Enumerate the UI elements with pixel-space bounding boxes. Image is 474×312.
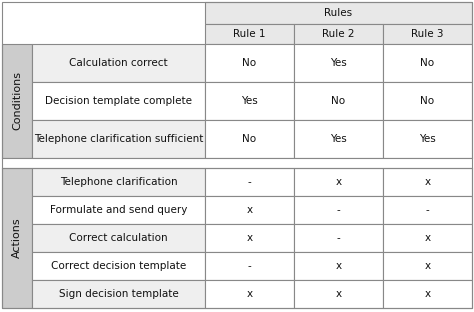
Bar [2,2,205,24]
Text: Sign decision template: Sign decision template [59,289,178,299]
Text: Correct decision template: Correct decision template [51,261,186,271]
Text: x: x [246,233,253,243]
Bar [32,82,205,120]
Text: Yes: Yes [241,96,258,106]
Bar [294,24,383,44]
Text: x: x [246,205,253,215]
Bar [205,120,294,158]
Text: Rule 1: Rule 1 [233,29,266,39]
Bar [383,196,472,224]
Text: x: x [336,177,342,187]
Bar [294,82,383,120]
Bar [2,24,205,44]
Bar [205,224,294,252]
Text: Formulate and send query: Formulate and send query [50,205,187,215]
Text: -: - [247,261,251,271]
Bar [383,82,472,120]
Text: Telephone clarification: Telephone clarification [60,177,177,187]
Bar [205,280,294,308]
Bar [205,44,294,82]
Bar [383,224,472,252]
Text: Correct calculation: Correct calculation [69,233,168,243]
Text: No: No [420,58,435,68]
Text: x: x [246,289,253,299]
Text: x: x [424,233,430,243]
Bar [294,44,383,82]
Text: Conditions: Conditions [12,71,22,130]
Bar [32,44,205,82]
Bar [383,120,472,158]
Text: x: x [424,289,430,299]
Bar [32,120,205,158]
Text: -: - [337,205,340,215]
Text: No: No [420,96,435,106]
Bar [294,196,383,224]
Bar [205,196,294,224]
Bar [294,168,383,196]
Bar [205,168,294,196]
Text: Yes: Yes [330,58,347,68]
Bar [383,280,472,308]
Text: Calculation correct: Calculation correct [69,58,168,68]
Bar [294,120,383,158]
Text: Rule 2: Rule 2 [322,29,355,39]
Text: Telephone clarification sufficient: Telephone clarification sufficient [34,134,203,144]
Bar [205,82,294,120]
Bar [2,44,32,158]
Text: x: x [336,261,342,271]
Text: -: - [247,177,251,187]
Text: x: x [424,261,430,271]
Bar [383,24,472,44]
Bar [2,168,32,308]
Bar [205,2,472,24]
Bar [32,168,205,196]
Text: Rule 3: Rule 3 [411,29,444,39]
Bar [32,252,205,280]
Bar [32,224,205,252]
Text: No: No [331,96,346,106]
Bar [294,224,383,252]
Text: Actions: Actions [12,218,22,258]
Text: -: - [426,205,429,215]
Bar [205,24,294,44]
Bar [32,196,205,224]
Bar [383,44,472,82]
Bar [383,252,472,280]
Text: Yes: Yes [419,134,436,144]
Bar [205,252,294,280]
Text: No: No [242,134,256,144]
Bar [383,168,472,196]
Text: Rules: Rules [324,8,353,18]
Text: Yes: Yes [330,134,347,144]
Bar [32,280,205,308]
Bar [294,252,383,280]
Text: Decision template complete: Decision template complete [45,96,192,106]
Bar [294,280,383,308]
Text: x: x [336,289,342,299]
Text: x: x [424,177,430,187]
Text: -: - [337,233,340,243]
Text: No: No [242,58,256,68]
Bar [2,158,472,168]
